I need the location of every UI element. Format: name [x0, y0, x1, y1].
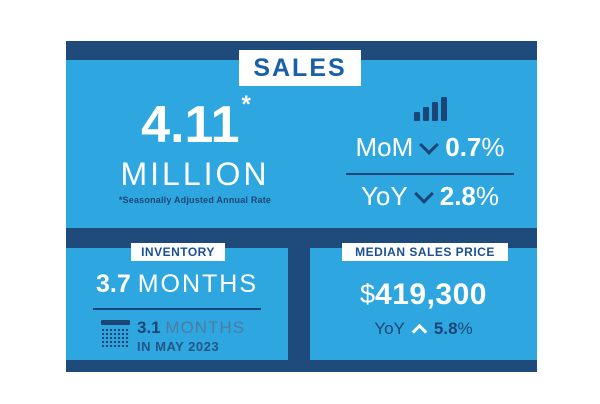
- divider-line: [346, 173, 514, 176]
- sales-unit: MILLION: [120, 156, 270, 192]
- median-price-title: MEDIAN SALES PRICE: [355, 245, 495, 259]
- sales-title-box: SALES: [239, 50, 361, 86]
- bar-chart-icon: [413, 97, 447, 121]
- inventory-unit: MONTHS: [137, 270, 259, 298]
- sales-value-group: 4.11* MILLION *Seasonally Adjusted Annua…: [90, 93, 300, 206]
- sales-title: SALES: [253, 53, 347, 82]
- divider-line: [93, 308, 261, 310]
- mom-percent-sign: %: [481, 132, 505, 162]
- asterisk-mark: *: [241, 91, 251, 118]
- median-yoy-value-group: 5.8%: [434, 320, 473, 337]
- mom-value-group: 0.7%: [445, 132, 504, 163]
- down-chevron-icon: [419, 134, 440, 155]
- mom-row: MoM 0.7%: [332, 132, 528, 163]
- inventory-prior-unit: MONTHS: [165, 318, 246, 337]
- calendar-icon-bar: [101, 320, 130, 325]
- sales-value-number: 4.11: [141, 96, 240, 154]
- yoy-value-group: 2.8%: [440, 181, 499, 212]
- sales-panel: [66, 60, 537, 228]
- yoy-row: YoY 2.8%: [332, 181, 528, 212]
- median-price-value-row: $419,300: [310, 280, 537, 310]
- mom-label: MoM: [355, 132, 414, 162]
- mom-value: 0.7: [445, 132, 482, 162]
- median-yoy-label: YoY: [374, 319, 405, 338]
- inventory-prior-value-row: 3.1 MONTHS: [137, 319, 245, 336]
- inventory-prior-value: 3.1: [137, 318, 161, 337]
- calendar-icon: [101, 319, 130, 347]
- inventory-value: 3.7: [95, 270, 131, 298]
- dollar-sign: $: [360, 279, 376, 309]
- sales-footnote: *Seasonally Adjusted Annual Rate: [118, 195, 272, 205]
- median-price-yoy-row: YoY 5.8%: [310, 319, 537, 340]
- calendar-icon-grid: [101, 328, 130, 347]
- yoy-label: YoY: [360, 181, 408, 212]
- infographic-board: SALES 4.11* MILLION *Seasonally Adjusted…: [66, 41, 537, 372]
- inventory-title: INVENTORY: [141, 245, 215, 259]
- inventory-prior-text: 3.1 MONTHS IN MAY 2023: [137, 319, 245, 354]
- sales-value: 4.11*: [90, 93, 300, 154]
- yoy-percent-sign: %: [475, 181, 500, 212]
- sales-change-group: MoM 0.7% YoY 2.8%: [332, 97, 528, 212]
- up-chevron-icon: [411, 323, 428, 340]
- yoy-value: 2.8: [439, 181, 476, 212]
- inventory-prior-group: 3.1 MONTHS IN MAY 2023: [101, 319, 245, 354]
- median-yoy-percent-sign: %: [457, 319, 473, 338]
- inventory-title-box: INVENTORY: [131, 243, 225, 261]
- inventory-prior-period: IN MAY 2023: [137, 339, 220, 354]
- median-yoy-value: 5.8: [433, 319, 458, 338]
- median-price-title-box: MEDIAN SALES PRICE: [342, 243, 508, 261]
- median-price-value: 419,300: [375, 278, 487, 311]
- median-price-panel: [310, 248, 537, 360]
- down-chevron-icon: [413, 183, 434, 204]
- inventory-value-row: 3.7 MONTHS: [66, 272, 288, 297]
